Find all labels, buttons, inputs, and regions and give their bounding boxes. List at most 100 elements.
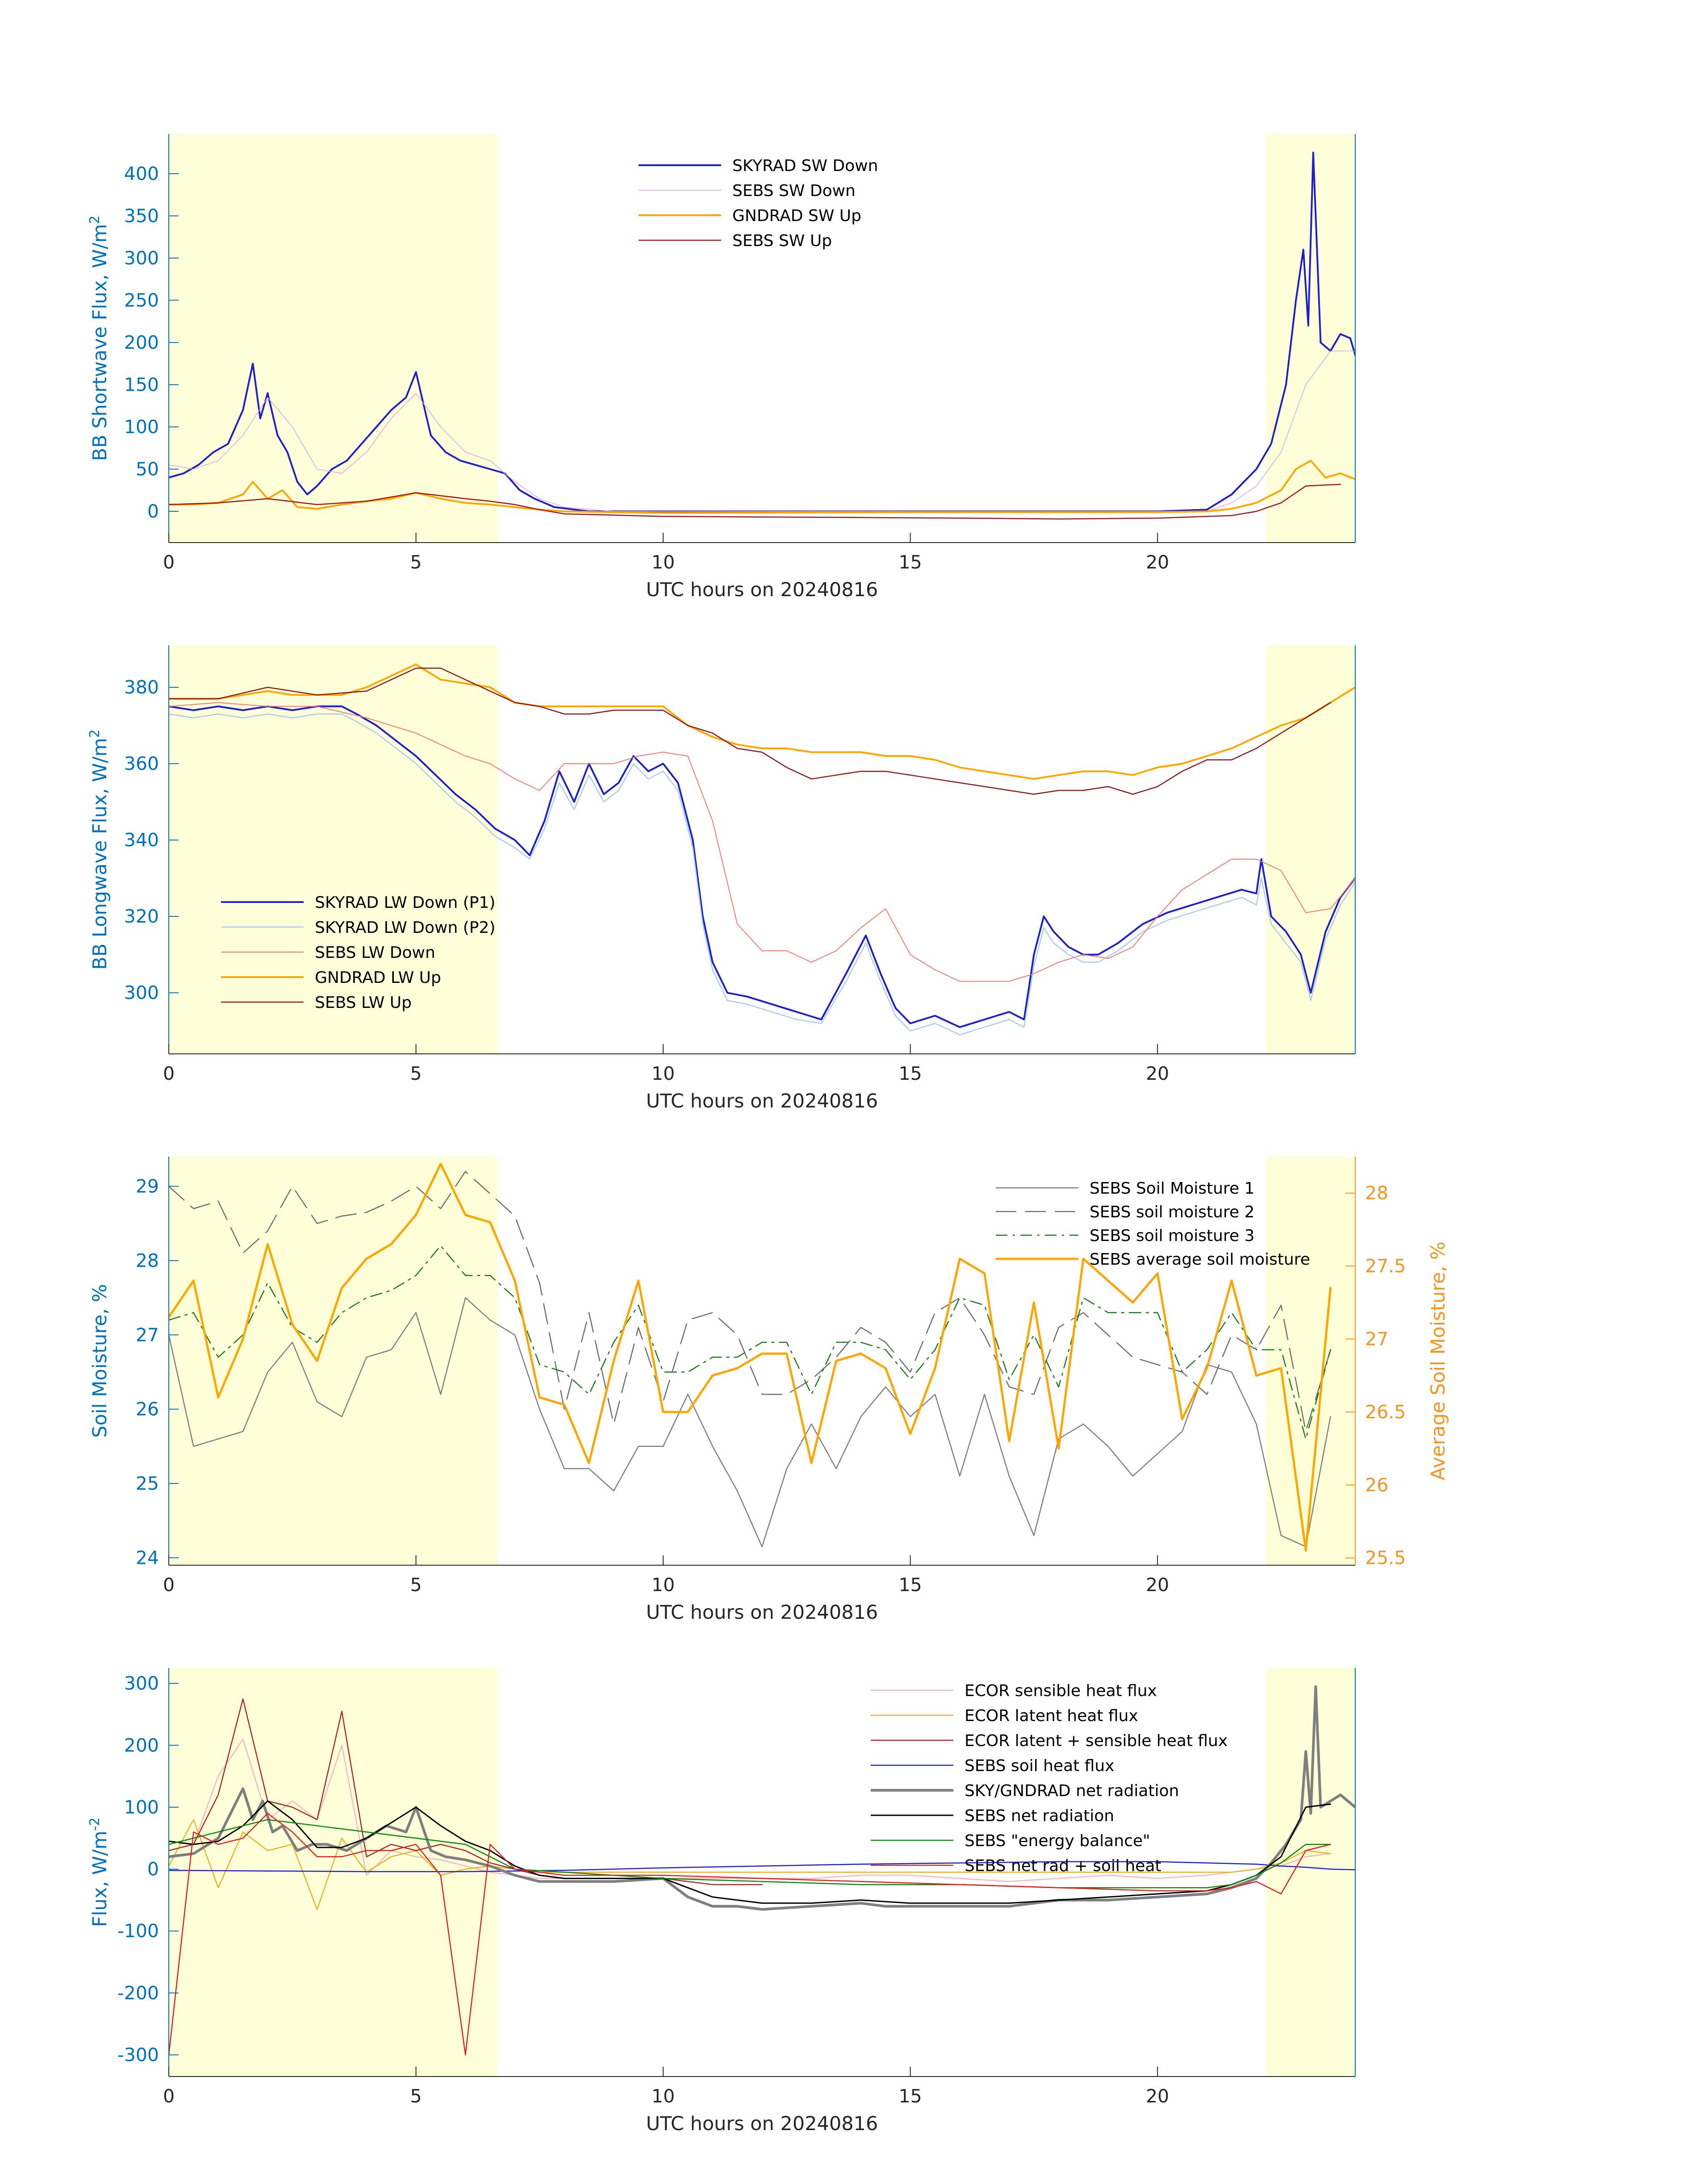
y2-tick-label: 28 <box>1365 1183 1388 1204</box>
y-tick-label: 24 <box>136 1547 159 1568</box>
y-tick-label: 200 <box>124 1734 159 1756</box>
shaded-region <box>169 134 498 543</box>
legend-entry: SKYRAD LW Down (P1) <box>315 894 495 912</box>
shaded-region <box>1266 134 1355 543</box>
y-tick-label: 300 <box>124 1673 159 1694</box>
y-tick-label: 340 <box>124 829 159 851</box>
x-tick-label: 0 <box>163 2085 175 2107</box>
y2-tick-label: 27.5 <box>1365 1255 1406 1277</box>
y-axis-label-text: BB Longwave Flux, W/m <box>89 738 111 969</box>
y-tick-label: -100 <box>117 1920 159 1942</box>
y2-tick-label: 26.5 <box>1365 1401 1406 1423</box>
y-tick-label: 25 <box>136 1473 159 1494</box>
y2-tick-label: 25.5 <box>1365 1547 1406 1569</box>
series-group <box>169 663 1355 1036</box>
legend: ECOR sensible heat flux ECOR latent heat … <box>871 1682 1228 1875</box>
y-tick-label: 380 <box>124 677 159 698</box>
y-tick-label: 300 <box>124 982 159 1003</box>
y-tick-label: 27 <box>136 1324 159 1345</box>
y-axis-label: BB Longwave Flux, W/m2 <box>87 729 111 970</box>
legend-entry: SEBS Soil Moisture 1 <box>1090 1179 1255 1198</box>
series-line-5 <box>169 668 1331 795</box>
chart-2: 0 5 10 15 20 300 320 340 360 380 UTC hours on 2024… <box>87 645 1356 1112</box>
y-tick-label: 320 <box>124 906 159 927</box>
legend-entry: SKY/GNDRAD net radiation <box>965 1782 1179 1800</box>
chart-3: 0 5 10 15 20 24 25 26 27 28 29 25.5 26 26.5 27 27.5 28 UT… <box>89 1157 1449 1624</box>
x-axis-label: UTC hours on 20240816 <box>646 1090 878 1112</box>
y-tick-label: 50 <box>136 459 159 480</box>
series-line-3 <box>169 1245 1331 1440</box>
x-axis-label: UTC hours on 20240816 <box>646 579 878 601</box>
y-tick-label: 200 <box>124 332 159 353</box>
x-tick-label: 10 <box>651 2085 675 2107</box>
x-tick-label: 15 <box>899 1574 922 1596</box>
x-tick-label: 15 <box>899 2085 922 2107</box>
series-line-4 <box>169 1861 1355 1872</box>
y-tick-label: 350 <box>124 205 159 226</box>
y-axis-label: Flux, W/m-2 <box>87 1818 111 1927</box>
y-tick-label: 400 <box>124 163 159 184</box>
y-tick-label: 26 <box>136 1399 159 1420</box>
y-axis-label-text: BB Shortwave Flux, W/m <box>89 224 111 461</box>
series-line-1 <box>169 1297 1331 1547</box>
shaded-region <box>1266 645 1355 1054</box>
legend-entry: SEBS LW Down <box>315 944 435 962</box>
series-line-4 <box>169 1162 1332 1552</box>
series-line-8 <box>169 1813 1331 2056</box>
series-line-2 <box>169 713 1355 1036</box>
legend-entry: SEBS SW Down <box>732 182 856 200</box>
y-axis-label-text: Flux, W/m <box>89 1831 111 1927</box>
y-tick-label: -300 <box>117 2044 159 2065</box>
x-tick-label: 15 <box>899 552 922 573</box>
y-axis-label: BB Shortwave Flux, W/m2 <box>87 216 111 461</box>
x-tick-label: 5 <box>410 1063 422 1084</box>
y2-tick-label: 27 <box>1365 1328 1388 1350</box>
legend-entry: SEBS SW Up <box>732 232 832 250</box>
legend: SKYRAD SW Down SEBS SW Down GNDRAD SW Up SE… <box>639 157 878 250</box>
shaded-region <box>1266 1668 1355 2077</box>
x-tick-label: 10 <box>651 552 675 573</box>
legend-entry: SKYRAD LW Down (P2) <box>315 919 495 937</box>
x-tick-label: 15 <box>899 1063 922 1084</box>
x-tick-label: 5 <box>410 552 422 573</box>
x-tick-label: 20 <box>1146 1063 1169 1084</box>
legend-entry: SEBS net rad + soil heat <box>965 1857 1161 1875</box>
series-group <box>169 1162 1332 1552</box>
x-tick-label: 20 <box>1146 1574 1169 1596</box>
x-axis-label: UTC hours on 20240816 <box>646 2113 878 2135</box>
legend-entry: GNDRAD SW Up <box>732 207 861 225</box>
y-tick-label: 100 <box>124 1797 159 1818</box>
legend-entry: ECOR latent + sensible heat flux <box>965 1732 1228 1750</box>
x-tick-label: 5 <box>410 1574 422 1596</box>
x-tick-label: 20 <box>1146 2085 1169 2107</box>
x-tick-label: 5 <box>410 2085 422 2107</box>
legend-entry: ECOR latent heat flux <box>965 1707 1138 1725</box>
y-axis-label-superscript: -2 <box>87 1818 103 1831</box>
series-line-4 <box>169 484 1341 520</box>
y-tick-label: 360 <box>124 753 159 774</box>
y-axis-label-superscript: 2 <box>87 729 103 738</box>
legend: SKYRAD LW Down (P1) SKYRAD LW Down (P2) SE… <box>221 894 495 1012</box>
legend-entry: SKYRAD SW Down <box>732 157 878 175</box>
series-line-5 <box>169 1685 1355 1911</box>
x-tick-label: 10 <box>651 1063 675 1084</box>
x-tick-label: 0 <box>163 552 175 573</box>
shaded-region <box>169 1668 498 2077</box>
legend-entry: GNDRAD LW Up <box>315 969 441 987</box>
y-tick-label: 250 <box>124 289 159 311</box>
legend-entry: SEBS LW Up <box>315 994 412 1012</box>
y-tick-label: 300 <box>124 247 159 269</box>
x-axis-label: UTC hours on 20240816 <box>646 1601 878 1624</box>
chart-4: 0 5 10 15 20 -300 -200 -100 0 100 200 300 UTC hours … <box>87 1668 1356 2135</box>
y-tick-label: 150 <box>124 374 159 395</box>
y-tick-label: 28 <box>136 1250 159 1271</box>
y-axis-label-superscript: 2 <box>87 216 103 224</box>
series-line-1 <box>169 151 1355 513</box>
legend-entry: SEBS net radiation <box>965 1807 1114 1825</box>
y-tick-label: 0 <box>147 501 159 522</box>
legend-entry: SEBS soil moisture 2 <box>1090 1203 1254 1221</box>
series-line-2 <box>169 351 1355 512</box>
series-line-1 <box>169 705 1355 1028</box>
y-tick-label: -200 <box>117 1982 159 2004</box>
legend-entry: SEBS average soil moisture <box>1090 1250 1310 1269</box>
